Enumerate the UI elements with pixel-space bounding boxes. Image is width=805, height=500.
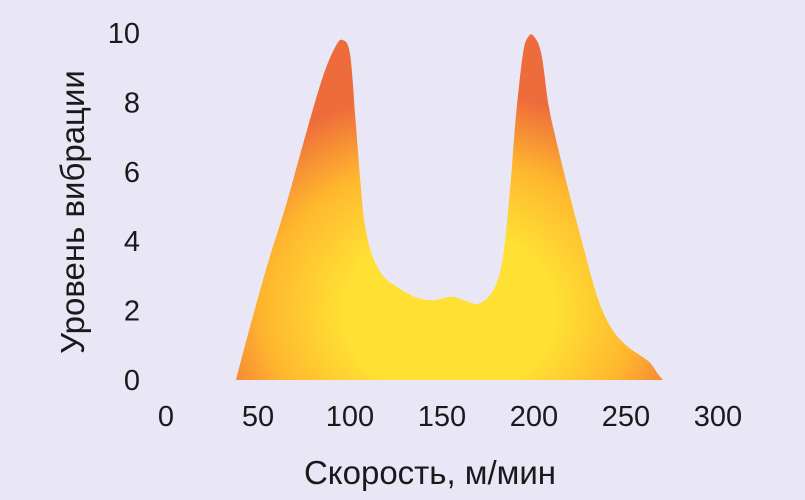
y-tick-label: 4 (124, 226, 140, 258)
x-tick-label: 150 (418, 401, 466, 433)
y-tick-label: 10 (108, 18, 140, 50)
y-axis-title: Уровень вибрации (54, 70, 91, 354)
area-series (235, 34, 663, 381)
y-tick-label: 8 (124, 87, 140, 119)
x-axis-ticks: 0 50 100 150 200 250 300 (158, 401, 742, 433)
x-tick-label: 300 (694, 401, 742, 433)
x-tick-label: 0 (158, 401, 174, 433)
x-tick-label: 50 (242, 401, 274, 433)
y-axis-ticks: 0 2 4 6 8 10 (108, 18, 140, 397)
x-tick-label: 250 (602, 401, 650, 433)
y-tick-label: 0 (124, 365, 140, 397)
y-tick-label: 6 (124, 157, 140, 189)
x-axis-title: Скорость, м/мин (304, 454, 556, 491)
x-tick-label: 100 (326, 401, 374, 433)
x-tick-label: 200 (510, 401, 558, 433)
y-tick-label: 2 (124, 296, 140, 328)
